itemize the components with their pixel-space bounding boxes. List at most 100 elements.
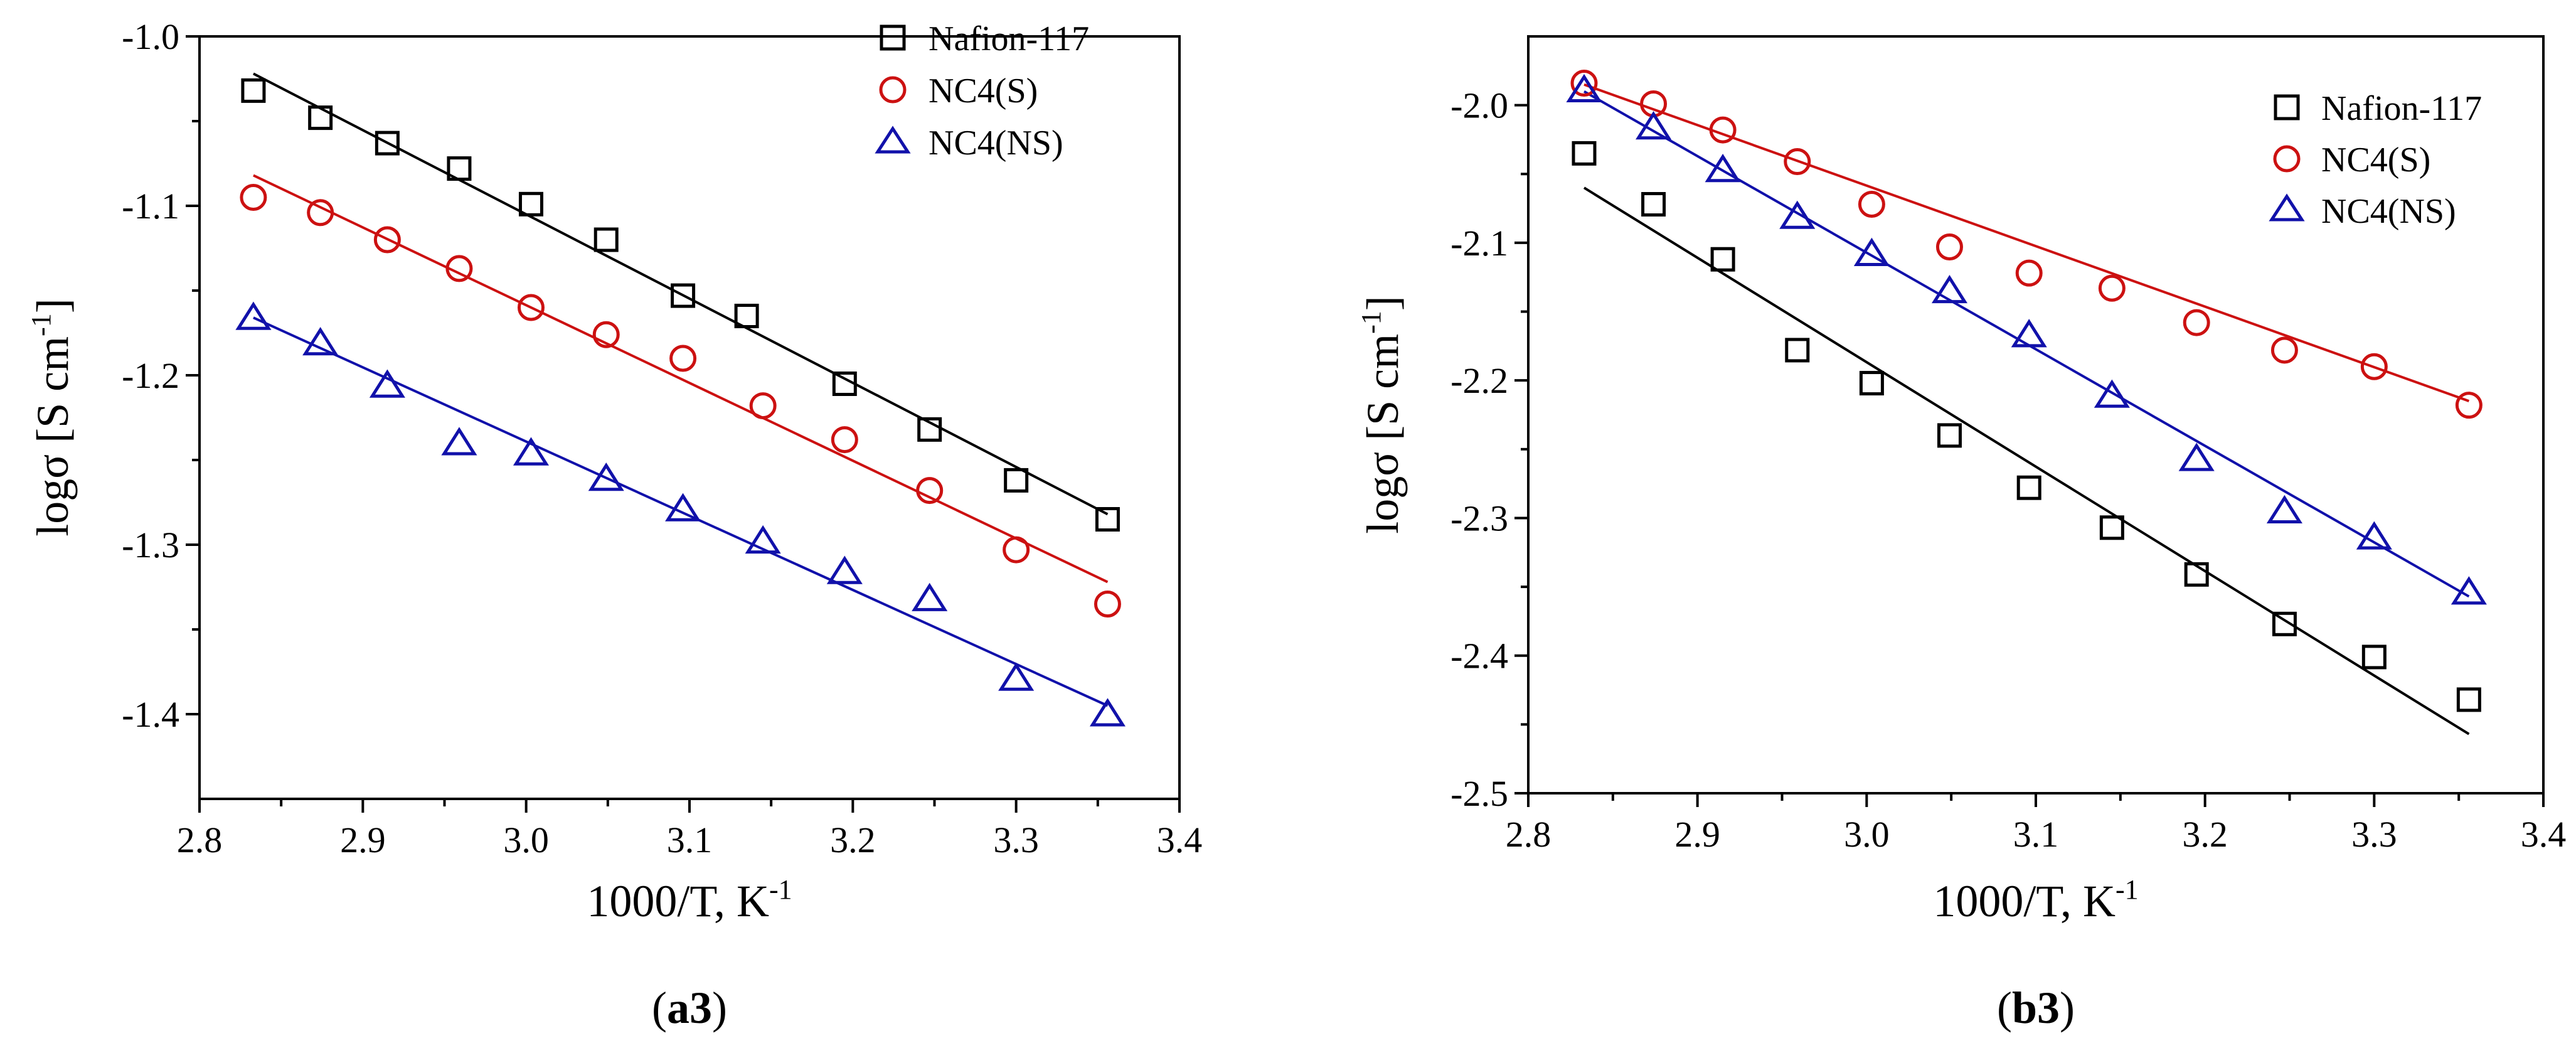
- y-tick-label-b3-3: -2.2: [1450, 360, 1508, 401]
- point-nc4-s-a3-10: [1003, 536, 1030, 564]
- x-tick-label-a3-5: 3.3: [993, 820, 1039, 860]
- x-ticks-a3: 2.8 2.9 3.0 3.1 3.2 3.3 3.4: [177, 799, 1203, 860]
- point-nafion-117-a3-3: [447, 156, 472, 181]
- legend-label-nafion-b3: Nafion-117: [2321, 89, 2482, 128]
- point-nafion-117-b3-8: [2184, 562, 2209, 587]
- y-tick-label-a3-0: -1.4: [122, 694, 179, 735]
- legend-label-nc4s-a3: NC4(S): [929, 72, 1038, 110]
- x-tick-label-b3-6: 3.4: [2521, 814, 2567, 855]
- point-nc4-s-b3-6: [2015, 259, 2043, 287]
- point-nafion-117-a3-1: [308, 105, 333, 131]
- x-axis-title-b3: 1000/T, K-1: [1933, 874, 2138, 926]
- point-nc4-s-b3-3: [1784, 148, 1811, 176]
- point-nc4-s-a3-7: [749, 392, 777, 420]
- point-nafion-117-a3-2: [375, 131, 400, 156]
- point-nc4-ns-a3-5: [588, 463, 624, 491]
- point-nc4-ns-b3-4: [1853, 237, 1890, 266]
- x-tick-label-b3-4: 3.2: [2182, 814, 2228, 855]
- point-nafion-117-a3-7: [734, 304, 759, 328]
- point-nc4-ns-a3-6: [665, 493, 701, 522]
- point-nc4-ns-b3-7: [2094, 379, 2130, 408]
- y-tick-label-a3-1: -1.3: [122, 525, 179, 565]
- point-nc4-s-b3-5: [1935, 233, 1963, 260]
- point-nafion-117-b3-1: [1641, 192, 1666, 217]
- point-nc4-s-b3-10: [2360, 353, 2388, 380]
- x-tick-label-b3-3: 3.1: [2013, 814, 2059, 855]
- panel-caption-b3: (b3): [1997, 983, 2075, 1033]
- point-nc4-ns-b3-1: [1636, 111, 1672, 140]
- x-tick-label-b3-2: 3.0: [1844, 814, 1890, 855]
- point-nc4-s-b3-4: [1858, 191, 1885, 218]
- point-nafion-117-b3-9: [2272, 611, 2297, 636]
- panel-b3: 2.8 2.9 3.0 3.1 3.2 3.3 3.4 -2.5-2.4-2.3-2.2-2…: [1356, 35, 2567, 1033]
- markers-b3: [1566, 70, 2487, 712]
- point-nc4-ns-b3-11: [2451, 576, 2487, 605]
- panel-a3: 2.8 2.9 3.0 3.1 3.2 3.3 3.4 -1.4-1.3-1.2-1.1-1…: [26, 16, 1202, 1033]
- point-nc4-ns-b3-0: [1566, 73, 1602, 103]
- point-nc4-s-b3-11: [2455, 392, 2483, 419]
- point-nc4-s-a3-3: [445, 255, 473, 282]
- point-nafion-117-a3-0: [241, 78, 266, 103]
- point-nc4-s-a3-8: [831, 426, 858, 454]
- point-nc4-s-a3-1: [307, 199, 334, 227]
- point-nc4-ns-a3-4: [513, 437, 550, 466]
- y-tick-label-a3-2: -1.2: [122, 355, 179, 396]
- point-nc4-s-a3-2: [373, 226, 401, 254]
- point-nafion-117-a3-9: [917, 417, 942, 442]
- point-nafion-117-b3-4: [1859, 371, 1884, 396]
- point-nafion-117-a3-11: [1095, 507, 1120, 532]
- y-ticks-b3: -2.5 -2.4 -2.3 -2.2 -2.1 -2.0: [1450, 85, 1528, 814]
- point-nc4-s-a3-6: [669, 345, 697, 372]
- legend-marker-nc4s-b3: [2273, 145, 2301, 173]
- x-tick-label-a3-1: 2.9: [340, 820, 386, 860]
- point-nc4-ns-a3-3: [441, 427, 477, 456]
- point-nc4-ns-b3-3: [1779, 200, 1816, 229]
- y-tick-label-a3-3: -1.1: [122, 186, 179, 227]
- point-nc4-ns-b3-2: [1705, 154, 1741, 183]
- x-tick-label-b3-5: 3.3: [2351, 814, 2397, 855]
- x-axis-title-a3: 1000/T, K-1: [587, 874, 792, 926]
- point-nc4-ns-a3-0: [235, 301, 272, 330]
- point-nc4-ns-a3-8: [826, 555, 863, 584]
- point-nafion-117-b3-11: [2456, 687, 2481, 712]
- point-nc4-s-a3-11: [1094, 591, 1121, 618]
- x-tick-label-b3-0: 2.8: [1506, 814, 1551, 855]
- legend-marker-nc4s-a3: [879, 76, 907, 104]
- fit-line-nafion-117-a3: [252, 72, 1109, 516]
- point-nafion-117-b3-10: [2361, 645, 2387, 670]
- point-nc4-ns-a3-2: [369, 369, 405, 398]
- fit-lines-a3: [252, 72, 1109, 707]
- fit-line-nc4-s-b3: [1583, 83, 2470, 402]
- fit-line-nc4-ns-a3: [253, 316, 1109, 707]
- point-nc4-s-a3-5: [592, 321, 620, 348]
- fit-line-nc4-ns-b3: [1583, 90, 2470, 598]
- x-tick-label-b3-1: 2.9: [1674, 814, 1720, 855]
- fit-line-nafion-117-b3: [1583, 186, 2470, 735]
- legend-marker-nc4ns-b3: [2269, 193, 2305, 222]
- y-axis-title-b3: logσ [S cm-1]: [1356, 296, 1408, 533]
- legend-marker-nafion-a3: [880, 24, 906, 51]
- point-nc4-ns-b3-9: [2266, 495, 2302, 523]
- panel-caption-a3: (a3): [652, 983, 727, 1033]
- point-nafion-117-b3-2: [1710, 247, 1735, 272]
- x-tick-label-a3-3: 3.1: [667, 820, 713, 860]
- y-axis-title-a3: logσ [S cm-1]: [26, 298, 78, 536]
- point-nc4-ns-b3-10: [2356, 521, 2392, 550]
- point-nc4-ns-b3-6: [2011, 319, 2047, 348]
- x-tick-label-a3-6: 3.4: [1157, 820, 1203, 860]
- legend-label-nc4ns-b3: NC4(NS): [2321, 192, 2456, 231]
- point-nafion-117-b3-7: [2099, 515, 2124, 540]
- x-tick-label-a3-2: 3.0: [503, 820, 549, 860]
- point-nc4-ns-a3-11: [1089, 698, 1126, 727]
- x-tick-label-a3-0: 2.8: [177, 820, 223, 860]
- fit-line-nc4-s-a3: [253, 174, 1109, 584]
- point-nc4-ns-a3-7: [745, 525, 781, 554]
- y-tick-label-b3-2: -2.3: [1450, 498, 1508, 538]
- legend-marker-nafion-b3: [2274, 94, 2300, 120]
- point-nc4-ns-a3-1: [302, 327, 339, 356]
- point-nc4-s-a3-0: [240, 184, 267, 211]
- y-tick-label-b3-1: -2.4: [1450, 636, 1508, 677]
- point-nc4-s-b3-8: [2183, 309, 2210, 336]
- point-nafion-117-a3-5: [593, 227, 619, 252]
